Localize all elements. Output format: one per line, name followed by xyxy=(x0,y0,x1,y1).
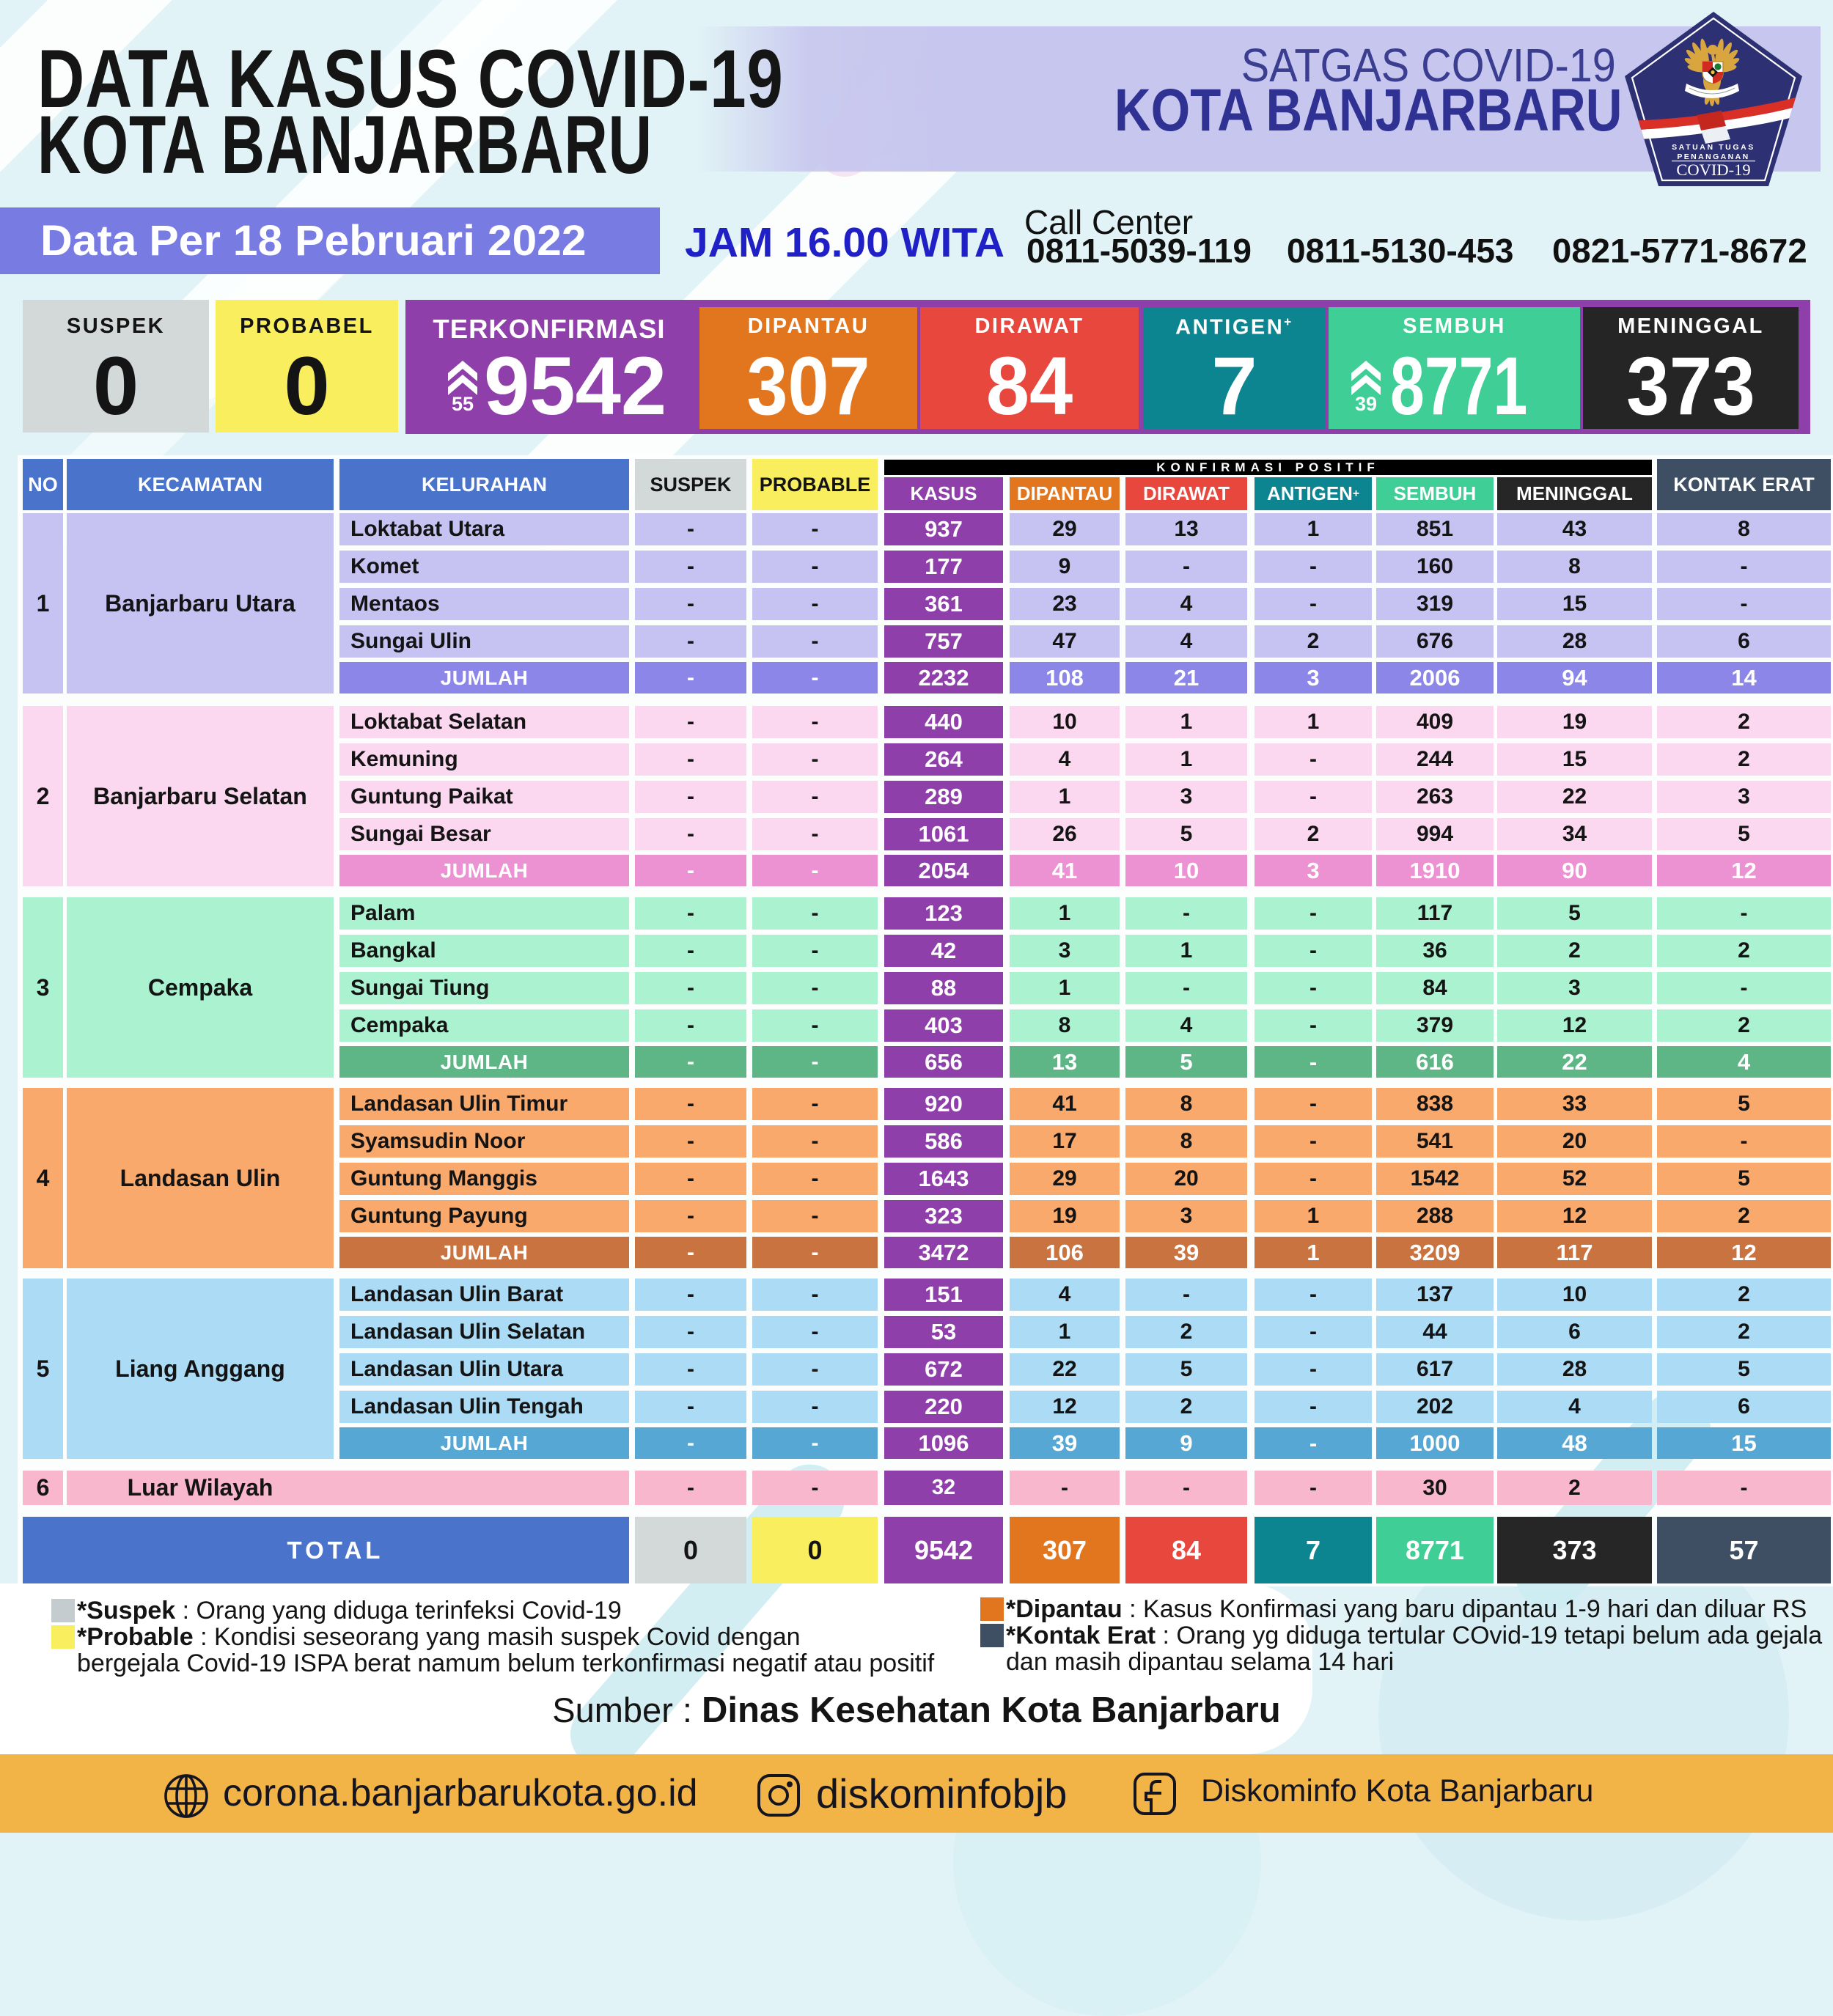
svg-text:55: 55 xyxy=(452,393,474,412)
svg-text:SATUAN TUGAS: SATUAN TUGAS xyxy=(1672,143,1755,152)
svg-text:COVID-19: COVID-19 xyxy=(1676,161,1750,179)
svg-text:39: 39 xyxy=(1355,393,1377,412)
svg-text:PENANGANAN: PENANGANAN xyxy=(1677,152,1749,161)
